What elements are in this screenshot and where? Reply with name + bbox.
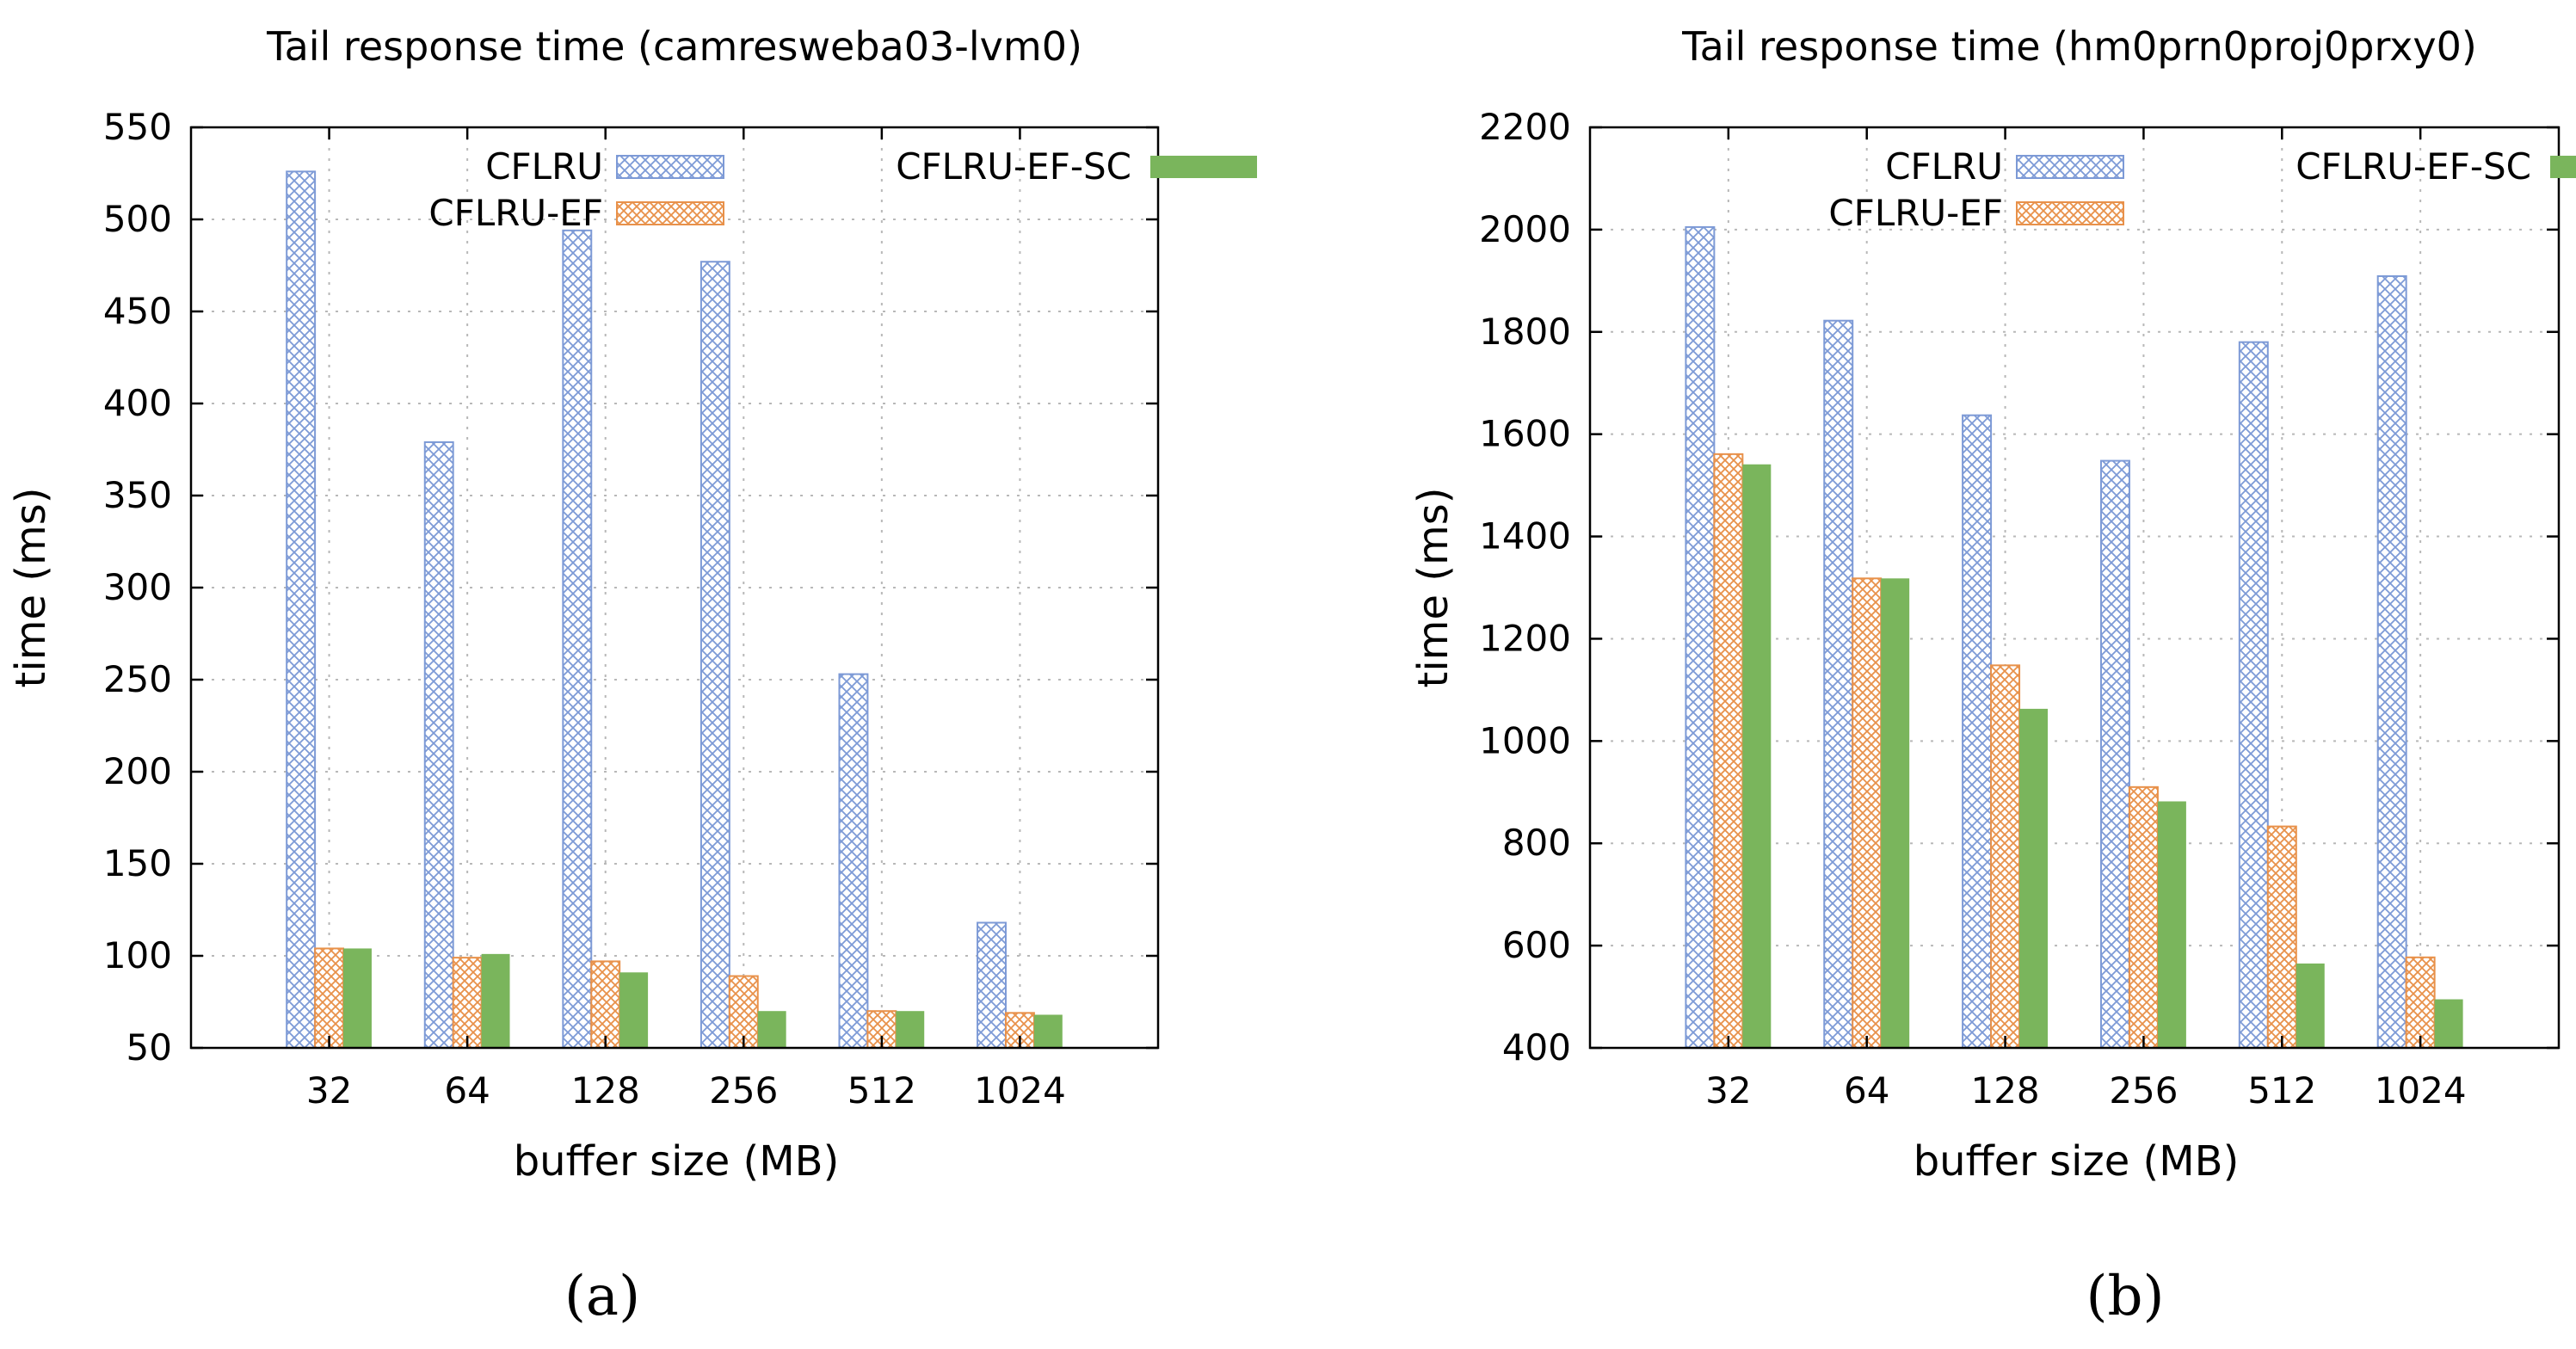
y-tick-label: 400 <box>1502 1026 1571 1069</box>
bar-cflru-64 <box>1823 319 1854 1049</box>
bar-cflru-1024 <box>977 921 1007 1049</box>
y-tick-label: 100 <box>103 934 172 976</box>
y-tick-label: 2200 <box>1479 106 1571 148</box>
x-tick-label: 128 <box>1970 1069 2039 1112</box>
panel-label: (b) <box>2086 1265 2165 1328</box>
y-tick-label: 1200 <box>1479 617 1571 659</box>
legend-swatch-cflru-ef <box>616 201 724 225</box>
bar-cflru-ef-sc-512 <box>896 1011 925 1048</box>
x-tick-label: 32 <box>1705 1069 1751 1112</box>
bar-cflru-ef-1024 <box>2405 956 2436 1049</box>
legend-swatch-cflru-ef <box>2016 201 2124 225</box>
bar-cflru-ef-64 <box>452 957 483 1050</box>
bar-cflru-ef-256 <box>2128 785 2159 1049</box>
bar-cflru-ef-sc-128 <box>619 972 649 1048</box>
bar-cflru-64 <box>423 440 454 1049</box>
chart-title: Tail response time (camresweba03-lvm0) <box>266 23 1082 70</box>
y-tick-label: 450 <box>103 290 172 332</box>
y-tick-label: 600 <box>1502 924 1571 966</box>
bar-cflru-512 <box>2238 341 2269 1049</box>
y-tick-label: 250 <box>103 658 172 700</box>
bar-cflru-ef-128 <box>590 960 621 1050</box>
y-axis-label: time (ms) <box>1409 488 1457 688</box>
bar-cflru-128 <box>562 229 593 1049</box>
bar-cflru-ef-sc-32 <box>1742 464 1772 1048</box>
y-tick-label: 200 <box>103 750 172 792</box>
legend-label-cflru-ef: CFLRU-EF <box>1828 192 2003 234</box>
legend-swatch-cflru <box>2016 155 2124 179</box>
bar-cflru-ef-sc-512 <box>2296 963 2325 1048</box>
bar-cflru-ef-32 <box>314 947 345 1049</box>
x-tick-label: 1024 <box>2375 1069 2467 1112</box>
bar-cflru-ef-sc-1024 <box>2434 999 2463 1048</box>
x-tick-label: 64 <box>444 1069 490 1112</box>
y-tick-label: 400 <box>103 382 172 424</box>
bar-cflru-ef-64 <box>1852 577 1883 1049</box>
x-tick-label: 256 <box>709 1069 778 1112</box>
y-tick-label: 150 <box>103 842 172 884</box>
y-tick-label: 500 <box>103 198 172 240</box>
charts-layer: Tail response time (camresweba03-lvm0) 50… <box>7 23 2576 1328</box>
legend-swatch-cflru-ef-sc <box>1150 156 1257 178</box>
bar-cflru-1024 <box>2376 274 2407 1049</box>
chart-panel-b: Tail response time (hm0prn0proj0prxy0) 40… <box>1409 23 2576 1328</box>
bar-cflru-32 <box>1685 225 1716 1049</box>
y-tick-label: 350 <box>103 474 172 516</box>
y-tick-label: 1600 <box>1479 413 1571 455</box>
bar-cflru-32 <box>286 170 317 1050</box>
bar-cflru-128 <box>1962 414 1993 1049</box>
legend-label-cflru-ef-sc: CFLRU-EF-SC <box>2296 145 2531 188</box>
y-tick-label: 1400 <box>1479 515 1571 557</box>
bar-cflru-ef-sc-256 <box>2157 801 2186 1048</box>
bar-cflru-ef-512 <box>2266 825 2297 1049</box>
x-axis-label: buffer size (MB) <box>1914 1137 2240 1186</box>
legend-label-cflru-ef: CFLRU-EF <box>428 192 603 234</box>
bar-cflru-ef-sc-256 <box>757 1011 786 1048</box>
x-tick-label: 128 <box>571 1069 640 1112</box>
bar-cflru-256 <box>699 261 730 1050</box>
bar-cflru-512 <box>838 673 869 1050</box>
legend-swatch-cflru <box>616 155 724 179</box>
chart-panel-a: Tail response time (camresweba03-lvm0) 50… <box>7 23 1257 1328</box>
y-tick-label: 800 <box>1502 822 1571 864</box>
y-axis-label: time (ms) <box>7 488 55 688</box>
y-tick-label: 1800 <box>1479 311 1571 353</box>
x-tick-label: 512 <box>847 1069 916 1112</box>
bar-cflru-256 <box>2099 459 2130 1049</box>
x-tick-label: 1024 <box>974 1069 1066 1112</box>
y-tick-label: 50 <box>126 1026 172 1069</box>
x-tick-label: 512 <box>2247 1069 2316 1112</box>
y-tick-label: 1000 <box>1479 719 1571 761</box>
x-tick-label: 64 <box>1844 1069 1889 1112</box>
x-tick-label: 32 <box>306 1069 352 1112</box>
bar-cflru-ef-32 <box>1713 453 1744 1049</box>
bar-cflru-ef-sc-32 <box>343 948 372 1048</box>
legend-swatch-cflru-ef-sc <box>2550 156 2576 178</box>
plot-frame <box>1588 126 2561 1050</box>
chart-title: Tail response time (hm0prn0proj0prxy0) <box>1681 23 2477 70</box>
y-tick-label: 300 <box>103 566 172 608</box>
y-tick-label: 550 <box>103 106 172 148</box>
legend-label-cflru: CFLRU <box>1885 145 2003 188</box>
y-tick-label: 2000 <box>1479 208 1571 250</box>
legend-label-cflru-ef-sc: CFLRU-EF-SC <box>896 145 1131 188</box>
x-axis-label: buffer size (MB) <box>514 1137 840 1186</box>
bar-cflru-ef-sc-64 <box>481 953 510 1048</box>
bar-cflru-ef-sc-128 <box>2019 708 2049 1048</box>
x-tick-label: 256 <box>2109 1069 2178 1112</box>
legend-label-cflru: CFLRU <box>485 145 603 188</box>
bar-cflru-ef-sc-64 <box>1881 578 1910 1048</box>
bar-cflru-ef-128 <box>1990 664 2021 1049</box>
panel-label: (a) <box>564 1265 640 1328</box>
bar-cflru-ef-sc-1024 <box>1033 1014 1063 1048</box>
